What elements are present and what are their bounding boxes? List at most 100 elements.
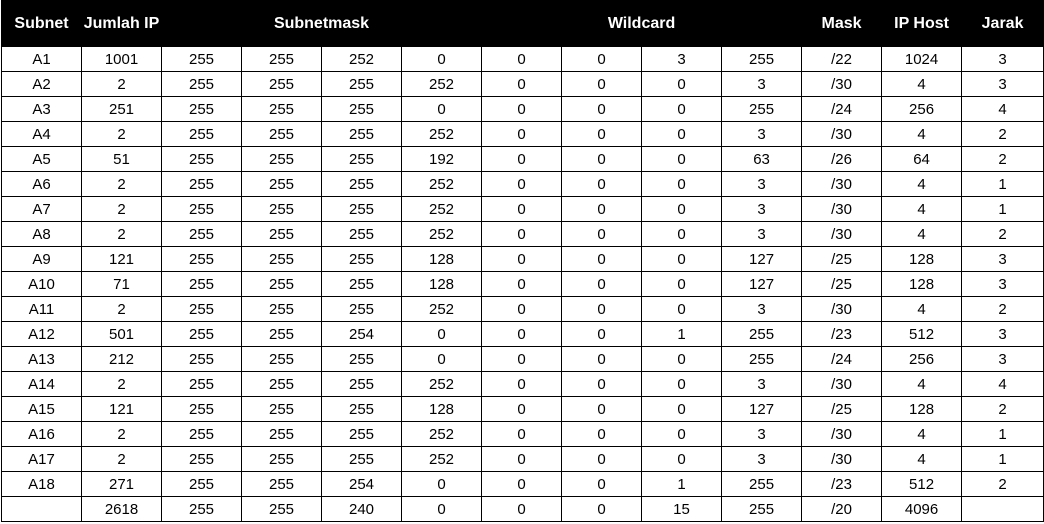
table-row: A6 2 255 255 255 252 0 0 0 3/30 4 1: [1, 171, 1044, 197]
cell-subnetmask-octet-4: 252: [400, 171, 483, 197]
cell-subnetmask-octet-4: 252: [400, 296, 483, 322]
cell-jarak: 1: [961, 446, 1044, 472]
cell-subnetmask-octet-1: 255: [161, 146, 242, 172]
cell-jumlah-ip: 51: [81, 146, 162, 172]
cell-wildcard-octet-1: 0: [481, 246, 563, 272]
cell-wildcard-octet-3: 0: [641, 421, 723, 447]
cell-subnetmask-octet-1: 255: [161, 271, 242, 297]
cell-jarak: 2: [961, 296, 1044, 322]
cell-subnetmask-octet-3: 254: [321, 321, 402, 347]
cell-subnet: A4: [1, 121, 82, 147]
cell-wildcard-octet-3: 0: [641, 371, 723, 397]
cell-wildcard-octet-1: 0: [481, 446, 563, 472]
cell-jumlah-ip: 2: [81, 371, 162, 397]
cell-subnetmask-octet-3: 240: [321, 496, 402, 522]
cell-wildcard-octet-2: 0: [561, 321, 643, 347]
cell-ip-host: 256: [881, 96, 963, 122]
cell-ip-host: 128: [881, 246, 963, 272]
cell-subnetmask-octet-3: 255: [321, 246, 402, 272]
cell-wildcard-octet-4: 127: [721, 246, 803, 272]
cell-subnetmask-octet-1: 255: [161, 471, 242, 497]
cell-subnetmask-octet-2: 255: [241, 246, 322, 272]
cell-wildcard-octet-4: 127: [721, 396, 803, 422]
cell-subnetmask-octet-2: 255: [241, 146, 322, 172]
cell-subnetmask-octet-2: 255: [241, 296, 322, 322]
cell-subnet: A14: [1, 371, 82, 397]
cell-jumlah-ip: 2: [81, 121, 162, 147]
cell-wildcard-octet-2: 0: [561, 446, 643, 472]
table-row: A7 2 255 255 255 252 0 0 0 3/30 4 1: [1, 196, 1044, 222]
cell-mask: /30: [801, 421, 883, 447]
cell-jarak: 3: [961, 271, 1044, 297]
cell-ip-host: 4: [881, 221, 963, 247]
cell-wildcard-octet-2: 0: [561, 396, 643, 422]
cell-subnet: A7: [1, 196, 82, 222]
cell-jarak: 1: [961, 171, 1044, 197]
cell-subnetmask-octet-2: 255: [241, 421, 322, 447]
cell-ip-host: 4: [881, 121, 963, 147]
cell-subnetmask-octet-2: 255: [241, 496, 322, 522]
cell-wildcard-octet-1: 0: [481, 396, 563, 422]
cell-subnetmask-octet-4: 0: [400, 496, 483, 522]
cell-jumlah-ip: 212: [81, 346, 162, 372]
cell-subnetmask-octet-1: 255: [161, 296, 242, 322]
cell-wildcard-octet-1: 0: [481, 496, 563, 522]
cell-subnetmask-octet-2: 255: [241, 346, 322, 372]
table-row: A2 2 255 255 255 252 0 0 0 3/30 4 3: [1, 71, 1044, 97]
cell-subnetmask-octet-3: 255: [321, 396, 402, 422]
cell-wildcard-octet-4: 255: [721, 321, 803, 347]
cell-subnet: A17: [1, 446, 82, 472]
cell-wildcard-octet-4: 3: [721, 71, 803, 97]
cell-jumlah-ip: 251: [81, 96, 162, 122]
cell-wildcard-octet-3: 0: [641, 271, 723, 297]
table-row: A4 2 255 255 255 252 0 0 0 3/30 4 2: [1, 121, 1044, 147]
header-mask: Mask: [801, 0, 883, 47]
cell-mask: /22: [801, 46, 883, 72]
cell-wildcard-octet-3: 0: [641, 146, 723, 172]
cell-wildcard-octet-2: 0: [561, 46, 643, 72]
cell-wildcard-octet-2: 0: [561, 196, 643, 222]
cell-subnetmask-octet-3: 255: [321, 121, 402, 147]
cell-subnet: A15: [1, 396, 82, 422]
cell-subnetmask-octet-3: 255: [321, 196, 402, 222]
cell-wildcard-octet-4: 255: [721, 346, 803, 372]
cell-subnetmask-octet-1: 255: [161, 346, 242, 372]
cell-jumlah-ip: 2: [81, 171, 162, 197]
cell-subnetmask-octet-1: 255: [161, 221, 242, 247]
cell-jumlah-ip: 2: [81, 221, 162, 247]
cell-wildcard-octet-4: 127: [721, 271, 803, 297]
cell-mask: /30: [801, 171, 883, 197]
cell-subnetmask-octet-2: 255: [241, 171, 322, 197]
cell-jumlah-ip: 71: [81, 271, 162, 297]
cell-wildcard-octet-2: 0: [561, 421, 643, 447]
table-row: A11 2 255 255 255 252 0 0 0 3/30 4 2: [1, 296, 1044, 322]
cell-subnetmask-octet-2: 255: [241, 221, 322, 247]
cell-mask: /30: [801, 296, 883, 322]
cell-wildcard-octet-3: 0: [641, 71, 723, 97]
cell-subnet: A6: [1, 171, 82, 197]
cell-subnetmask-octet-3: 255: [321, 96, 402, 122]
cell-subnetmask-octet-3: 255: [321, 371, 402, 397]
cell-wildcard-octet-1: 0: [481, 71, 563, 97]
cell-subnetmask-octet-3: 255: [321, 271, 402, 297]
cell-subnet: A11: [1, 296, 82, 322]
cell-ip-host: 1024: [881, 46, 963, 72]
cell-subnetmask-octet-1: 255: [161, 421, 242, 447]
table-row: A10 71 255 255 255 128 0 0 0 127/25 128 3: [1, 271, 1044, 297]
cell-subnetmask-octet-3: 255: [321, 71, 402, 97]
cell-mask: /25: [801, 396, 883, 422]
cell-jumlah-ip: 2618: [81, 496, 162, 522]
cell-subnetmask-octet-4: 252: [400, 446, 483, 472]
cell-subnet: A2: [1, 71, 82, 97]
cell-subnetmask-octet-1: 255: [161, 196, 242, 222]
cell-subnetmask-octet-3: 255: [321, 346, 402, 372]
cell-jumlah-ip: 2: [81, 421, 162, 447]
cell-wildcard-octet-4: 3: [721, 221, 803, 247]
cell-jarak: 3: [961, 46, 1044, 72]
cell-mask: /30: [801, 221, 883, 247]
cell-mask: /25: [801, 271, 883, 297]
cell-subnetmask-octet-1: 255: [161, 171, 242, 197]
cell-jarak: 2: [961, 146, 1044, 172]
cell-wildcard-octet-3: 0: [641, 396, 723, 422]
